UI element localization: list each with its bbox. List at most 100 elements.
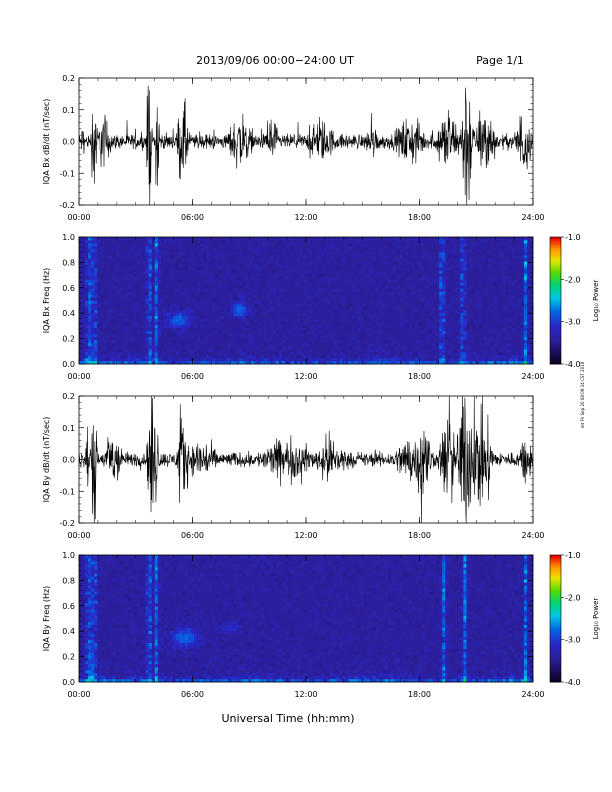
spectrogram-cell: [160, 621, 165, 625]
spectrogram-cell: [139, 246, 143, 250]
spectrogram-cell: [318, 330, 322, 335]
spectrogram-cell: [284, 297, 289, 301]
spectrogram-cell: [136, 678, 140, 683]
spectrogram-cell: [94, 606, 98, 610]
spectrogram-cell: [130, 597, 134, 601]
spectrogram-cell: [227, 654, 231, 659]
spectrogram-cell: [327, 342, 331, 347]
spectrogram-cell: [487, 246, 491, 250]
spectrogram-cell: [278, 354, 283, 359]
spectrogram-cell: [321, 252, 325, 256]
spectrogram-cell: [290, 297, 295, 301]
spectrogram-cell: [436, 282, 440, 286]
spectrogram-cell: [139, 609, 143, 613]
spectrogram-cell: [523, 348, 528, 353]
spectrogram-cell: [121, 630, 125, 634]
spectrogram-cell: [142, 264, 146, 268]
spectrogram-cell: [520, 351, 525, 356]
spectrogram-cell: [142, 312, 146, 316]
spectrogram-cell: [200, 576, 204, 580]
spectrogram-cell: [399, 321, 404, 325]
spectrogram-cell: [493, 354, 497, 359]
spectrogram-cell: [154, 261, 158, 265]
spectrogram-cell: [157, 585, 162, 589]
spectrogram-cell: [248, 354, 252, 359]
spectrogram-cell: [475, 303, 479, 307]
spectrogram-cell: [203, 342, 207, 347]
spectrogram-cell: [139, 579, 143, 583]
spectrogram-cell: [178, 315, 183, 319]
spectrogram-cell: [91, 291, 95, 295]
spectrogram-cell: [384, 342, 389, 347]
spectrogram-cell: [154, 282, 158, 286]
x-tick-label: 12:00: [294, 372, 317, 381]
spectrogram-cell: [112, 258, 116, 262]
spectrogram-cell: [115, 243, 119, 247]
spectrogram-cell: [100, 567, 104, 571]
spectrogram-cell: [321, 237, 325, 241]
spectrogram-cell: [88, 636, 92, 640]
colorbar-segment: [550, 344, 561, 348]
spectrogram-cell: [254, 306, 258, 310]
spectrogram-cell: [342, 261, 346, 265]
spectrogram-cell: [145, 555, 149, 559]
spectrogram-cell: [148, 639, 152, 643]
spectrogram-cell: [309, 357, 313, 362]
spectrogram-cell: [215, 264, 219, 268]
colorbar-segment: [550, 323, 561, 327]
y-tick-label: -0.2: [59, 201, 75, 210]
spectrogram-cell: [411, 246, 416, 250]
spectrogram-cell: [242, 327, 246, 332]
spectrogram-cell: [448, 354, 452, 359]
spectrogram-cell: [439, 246, 443, 250]
spectrogram-cell: [142, 588, 146, 592]
spectrogram-cell: [439, 294, 443, 298]
spectrogram-cell: [85, 615, 89, 619]
spectrogram-cell: [145, 657, 149, 662]
spectrogram-cell: [148, 627, 152, 631]
spectrogram-cell: [490, 318, 494, 322]
spectrogram-cell: [269, 288, 274, 292]
spectrogram-cell: [85, 651, 89, 656]
spectrogram-cell: [442, 306, 446, 310]
spectrogram-cell: [324, 321, 328, 325]
spectrogram-cell: [233, 315, 237, 319]
spectrogram-cell: [184, 627, 189, 631]
spectrogram-cell: [351, 309, 355, 313]
spectrogram-cell: [94, 243, 98, 247]
spectrogram-cell: [209, 588, 213, 592]
spectrogram-cell: [145, 558, 149, 562]
spectrogram-cell: [336, 333, 340, 338]
spectrogram-cell: [85, 654, 89, 659]
spectrogram-cell: [124, 303, 128, 307]
colorbar-frame: [549, 236, 562, 365]
spectrogram-cell: [145, 336, 149, 341]
spectrogram-cell: [115, 648, 119, 653]
spectrogram-cell: [472, 324, 476, 329]
spectrogram-cell: [330, 237, 334, 241]
spectrogram-cell: [520, 354, 525, 359]
spectrogram-cell: [245, 258, 249, 262]
y-tick-label: 0.2: [62, 335, 75, 344]
spectrogram-cell: [127, 336, 131, 341]
spectrogram-cell: [178, 264, 183, 268]
spectrogram-cell: [212, 357, 216, 362]
spectrogram-cell: [145, 579, 149, 583]
spectrogram-cell: [381, 351, 385, 356]
spectrogram-cell: [184, 606, 189, 610]
spectrogram-cell: [448, 267, 452, 271]
spectrogram-cell: [306, 291, 310, 295]
spectrogram-cell: [505, 243, 510, 247]
spectrogram-cell: [396, 303, 401, 307]
spectrogram-cell: [296, 282, 301, 286]
spectrogram-cell: [190, 579, 195, 583]
spectrogram-cell: [215, 318, 219, 322]
spectrogram-cell: [345, 252, 349, 256]
spectrogram-cell: [263, 249, 267, 253]
spectrogram-cell: [218, 354, 222, 359]
spectrogram-cell: [112, 246, 116, 250]
colorbar-segment: [550, 308, 561, 312]
spectrogram-cell: [472, 255, 476, 259]
spectrogram-cell: [157, 312, 162, 316]
spectrogram-cell: [151, 318, 155, 322]
